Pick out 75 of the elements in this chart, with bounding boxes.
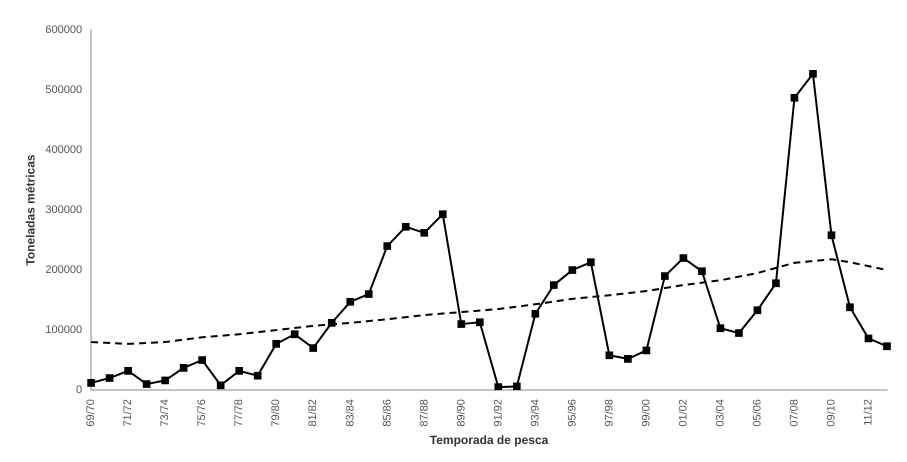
point	[328, 319, 336, 327]
x-tick-label: 71/72	[122, 399, 134, 427]
x-tick-label: 11/12	[862, 399, 875, 426]
x-tick-label: 85/86	[381, 399, 394, 427]
point	[198, 356, 206, 364]
point	[290, 330, 299, 338]
point	[642, 346, 650, 354]
y-tick-label: 400000	[45, 144, 82, 156]
point	[735, 329, 743, 337]
y-tick-label: 200000	[45, 264, 82, 276]
x-tick-label: 73/74	[159, 399, 172, 427]
point	[809, 70, 817, 78]
point	[272, 340, 280, 348]
y-tick-label: 300000	[45, 204, 82, 216]
point	[124, 367, 132, 375]
x-tick-label: 93/94	[529, 399, 542, 427]
point	[606, 351, 614, 360]
point	[531, 310, 540, 318]
point	[846, 303, 854, 312]
x-tick-label: 07/08	[788, 399, 800, 427]
point	[828, 231, 836, 240]
point	[420, 229, 428, 237]
x-tick-label: 79/80	[270, 399, 282, 427]
point	[698, 267, 706, 276]
point	[661, 272, 669, 280]
x-tick-label: 95/96	[566, 399, 578, 427]
point	[87, 379, 95, 387]
point	[364, 290, 373, 298]
point	[680, 254, 688, 262]
x-tick-label: 03/04	[714, 399, 726, 427]
x-tick-label: 01/02	[677, 399, 690, 427]
point	[716, 324, 724, 332]
point	[402, 223, 410, 231]
x-tick-label: 89/90	[455, 399, 468, 427]
point	[161, 376, 169, 384]
x-tick-label: 97/98	[603, 399, 616, 427]
point	[624, 355, 632, 363]
x-tick-label: 87/88	[418, 399, 430, 427]
point	[216, 381, 224, 390]
point	[254, 372, 262, 380]
x-tick-label: 77/78	[233, 399, 246, 427]
point	[180, 364, 188, 372]
point	[883, 342, 891, 350]
point	[309, 344, 318, 352]
y-tick-label: 600000	[45, 24, 82, 36]
x-tick-label: 05/06	[751, 399, 764, 427]
point	[754, 306, 762, 314]
y-tick-label: 500000	[45, 84, 82, 96]
point	[587, 258, 595, 266]
x-tick-label: 69/70	[85, 399, 98, 427]
point	[864, 334, 872, 342]
point	[235, 367, 244, 375]
point	[457, 320, 466, 328]
x-axis-title: Temporada de pesca	[430, 433, 549, 448]
x-tick-label: 99/00	[640, 399, 652, 427]
x-tick-label: 91/92	[492, 399, 504, 427]
x-tick-label: 81/82	[307, 399, 320, 427]
point	[550, 281, 558, 289]
point	[142, 380, 150, 388]
x-tick-label: 83/84	[344, 399, 356, 427]
y-axis-title: Toneladas métricas	[24, 154, 38, 266]
point	[346, 298, 354, 306]
x-tick-label: 09/10	[826, 399, 838, 427]
point	[494, 383, 502, 390]
point	[383, 242, 392, 250]
point	[438, 210, 447, 218]
y-tick-label: 100000	[45, 324, 82, 336]
point	[772, 279, 780, 288]
point	[790, 94, 798, 102]
point	[476, 318, 484, 326]
point	[512, 382, 521, 390]
y-tick-label: 0	[76, 384, 82, 396]
point	[568, 266, 576, 274]
point	[106, 374, 114, 382]
x-tick-label: 75/76	[196, 399, 208, 427]
